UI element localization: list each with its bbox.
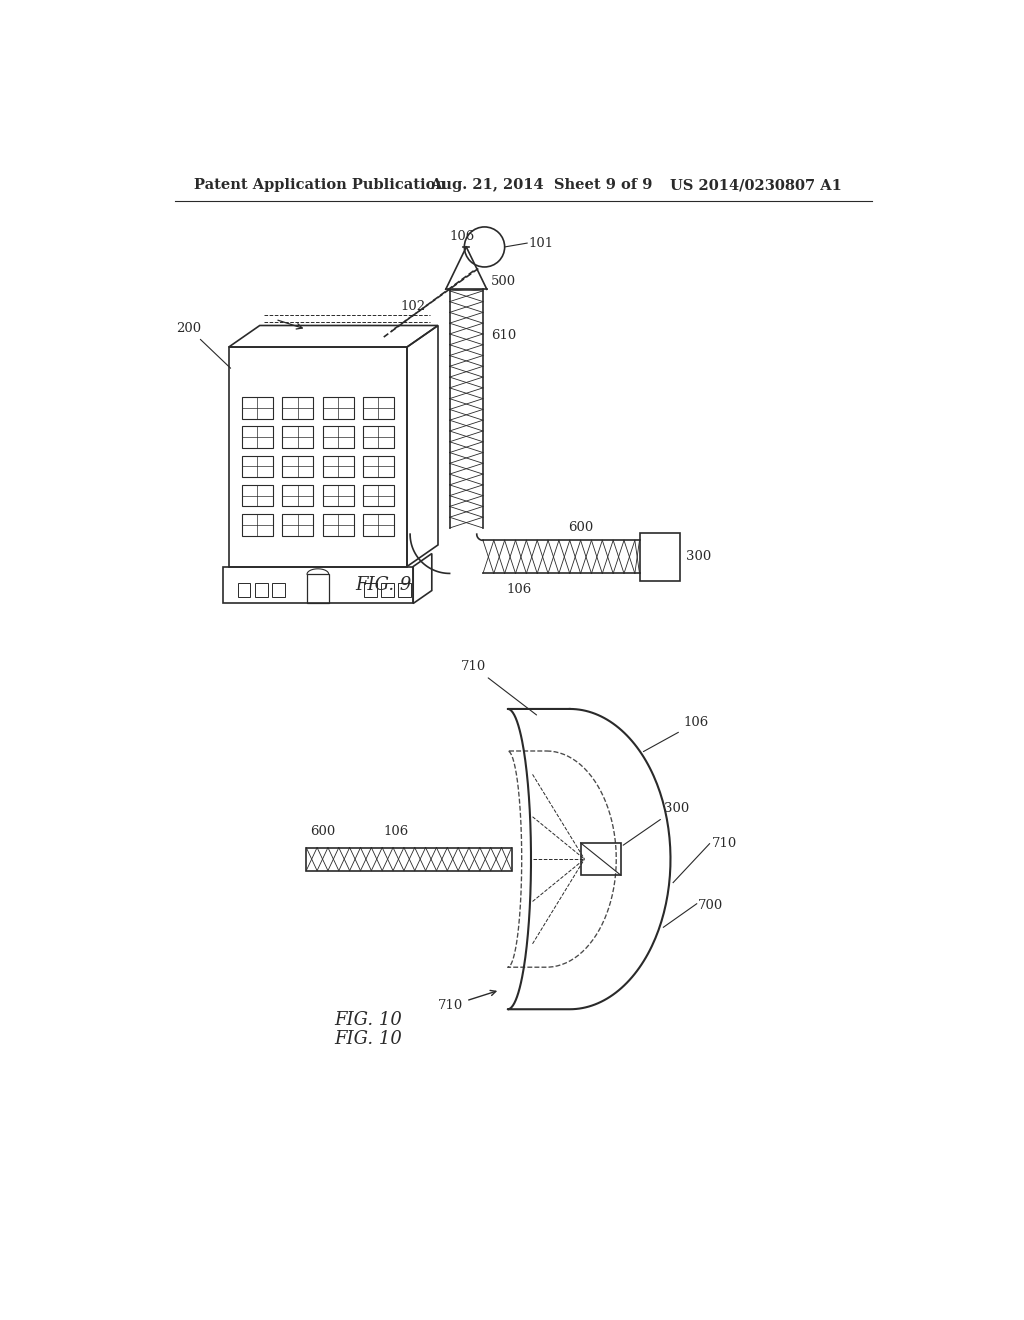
Bar	[362, 455, 394, 478]
Bar	[283, 397, 313, 418]
Text: 710: 710	[461, 660, 537, 715]
Bar	[255, 583, 267, 598]
Text: 106: 106	[506, 582, 531, 595]
Text: 300: 300	[624, 803, 689, 845]
Bar	[242, 484, 273, 507]
Text: FIG. 9: FIG. 9	[355, 576, 412, 594]
Bar	[323, 484, 353, 507]
Bar	[398, 583, 411, 598]
Bar	[242, 455, 273, 478]
Bar	[283, 455, 313, 478]
Bar	[242, 397, 273, 418]
Bar	[242, 515, 273, 536]
Bar	[238, 583, 251, 598]
Text: 102: 102	[400, 300, 426, 313]
Bar	[640, 533, 680, 581]
Bar	[307, 574, 329, 603]
Bar	[272, 583, 285, 598]
Text: 101: 101	[528, 236, 554, 249]
Bar	[323, 515, 353, 536]
Bar	[323, 455, 353, 478]
Bar	[242, 426, 273, 447]
Text: Aug. 21, 2014  Sheet 9 of 9: Aug. 21, 2014 Sheet 9 of 9	[430, 178, 652, 193]
Text: 710: 710	[712, 837, 737, 850]
Text: 106: 106	[450, 230, 475, 243]
Bar	[228, 347, 407, 566]
Bar	[362, 397, 394, 418]
Bar	[323, 426, 353, 447]
Bar	[222, 566, 414, 603]
Bar	[381, 583, 394, 598]
Text: FIG. 10: FIG. 10	[334, 1030, 402, 1048]
Text: 710: 710	[438, 990, 496, 1012]
Bar	[323, 397, 353, 418]
Bar	[362, 484, 394, 507]
Text: 300: 300	[686, 550, 712, 564]
Text: 500: 500	[490, 275, 516, 288]
Bar	[365, 583, 377, 598]
Bar	[362, 515, 394, 536]
Bar	[362, 426, 394, 447]
Bar	[581, 843, 621, 875]
Text: 610: 610	[490, 329, 516, 342]
Text: 600: 600	[568, 521, 594, 535]
Bar	[306, 847, 512, 871]
Text: Patent Application Publication: Patent Application Publication	[194, 178, 445, 193]
Bar	[283, 426, 313, 447]
Bar	[283, 484, 313, 507]
Bar	[283, 515, 313, 536]
Text: 200: 200	[176, 322, 230, 368]
Text: 106: 106	[643, 715, 709, 751]
Text: 106: 106	[384, 825, 409, 838]
Text: 600: 600	[310, 825, 336, 838]
Text: US 2014/0230807 A1: US 2014/0230807 A1	[671, 178, 843, 193]
Text: 700: 700	[698, 899, 724, 912]
Text: FIG. 10: FIG. 10	[334, 1011, 402, 1028]
